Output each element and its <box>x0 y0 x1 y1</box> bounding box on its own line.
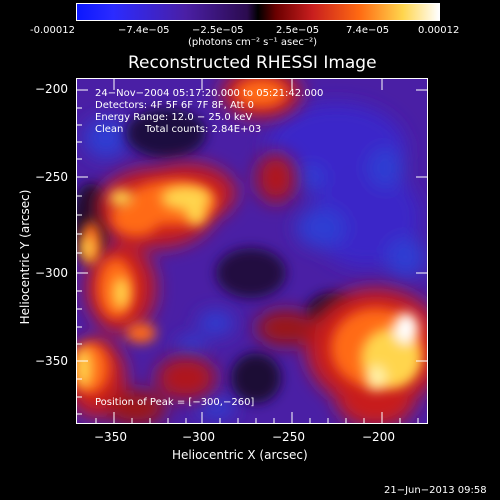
colorbar-tick-label: 0.00012 <box>418 25 460 36</box>
x-tick-label: −250 <box>272 430 305 444</box>
y-axis-label: Heliocentric Y (arcsec) <box>18 189 32 325</box>
x-tick-label: −200 <box>362 430 395 444</box>
rhessi-image <box>66 68 446 428</box>
colorbar-tick-label: −2.5e−05 <box>192 25 244 36</box>
annotation-total-counts: Total counts: 2.84E+03 <box>145 124 262 135</box>
y-tick-label: −200 <box>35 82 68 96</box>
footer-timestamp: 21−Jun−2013 09:58 <box>384 485 487 496</box>
annotation-detectors: Detectors: 4F 5F 6F 7F 8F, Att 0 <box>95 100 255 111</box>
colorbar-tick-label: 7.4e−05 <box>346 25 390 36</box>
x-tick-label: −350 <box>94 430 127 444</box>
yellow-structures <box>76 186 421 390</box>
y-tick-label: −250 <box>35 170 68 184</box>
annotation-algorithm: Clean <box>95 124 124 135</box>
colorbar-tick-label: 2.5e−05 <box>276 25 320 36</box>
colorbar <box>76 3 440 21</box>
blue-structures <box>84 103 426 418</box>
annotation-peak-position: Position of Peak = [−300,−260] <box>95 397 255 408</box>
plot-frame <box>76 78 428 424</box>
rhessi-image-svg <box>66 68 446 428</box>
x-axis-label: Heliocentric X (arcsec) <box>172 448 308 462</box>
plot-title: Reconstructed RHESSI Image <box>128 53 377 73</box>
annotation-time-range: 24−Nov−2004 05:17:20.000 to 05:21:42.000 <box>95 88 324 99</box>
y-tick-label: −300 <box>35 266 68 280</box>
colorbar-tick-label: −7.4e−05 <box>118 25 170 36</box>
x-tick-label: −300 <box>182 430 215 444</box>
y-tick-label: −350 <box>35 354 68 368</box>
colorbar-unit-label: (photons cm⁻² s⁻¹ asec⁻²) <box>188 37 318 48</box>
annotation-energy-range: Energy Range: 12.0 − 25.0 keV <box>95 112 253 123</box>
colorbar-tick-label: -0.00012 <box>30 25 75 36</box>
